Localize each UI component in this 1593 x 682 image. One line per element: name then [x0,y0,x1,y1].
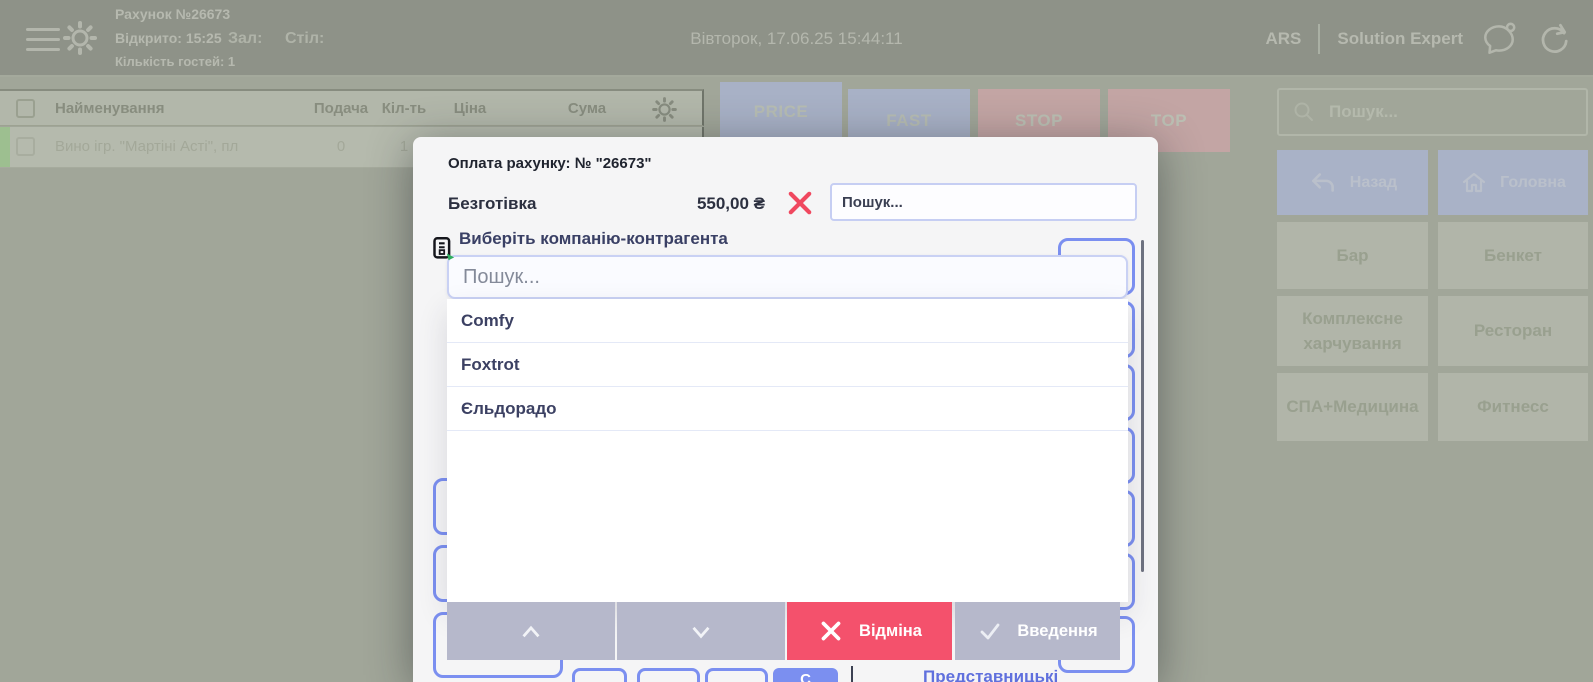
numpad-clear-key[interactable]: С [773,668,838,682]
remove-payment-icon[interactable] [785,188,815,218]
payment-amount: 550,00 ₴ [696,194,765,213]
scroll-up-button[interactable] [447,602,615,660]
cancel-button[interactable]: Відміна [787,602,952,660]
home-label: Головна [1500,173,1566,191]
col-name: Найменування [55,100,165,117]
item-qty: 1 [399,138,409,155]
category-complex-meals[interactable]: Комплексне харчування [1277,296,1428,366]
modal-scrollbar[interactable] [1141,240,1144,572]
order-table-header: Найменування Подача Кіл-ть Ціна Сума [0,89,704,126]
settings-gear-icon[interactable] [60,18,100,58]
datetime: Вівторок, 17.06.25 15:44:11 [690,29,903,48]
dropdown-search-input[interactable] [447,255,1128,299]
home-button[interactable]: Головна [1438,150,1588,215]
close-icon [821,621,841,641]
modal-title: Оплата рахунку: № "26673" [448,155,652,172]
modal-search-input[interactable] [830,183,1137,221]
sidebar-search[interactable] [1277,88,1588,136]
select-all-checkbox[interactable] [16,99,35,118]
topbar: Рахунок №26673 Відкрито: 15:25 Кількість… [0,0,1593,77]
payment-method-label: Безготівка [448,194,537,213]
opened-time: Відкрито: 15:25 [115,30,222,46]
hidden-numpad-key [705,668,768,682]
contractor-dropdown: Comfy Foxtrot Єльдорадо [447,255,1128,602]
guest-count: Кількість гостей: 1 [115,54,236,69]
refresh-icon[interactable] [1535,21,1571,57]
dropdown-label: Виберіть компанію-контрагента [459,229,728,248]
hall-label: Зал: [228,30,263,47]
col-qty: Кіл-ть [381,100,427,117]
home-icon [1460,170,1488,196]
row-status-bar [0,127,10,167]
category-spa-medicine[interactable]: СПА+Медицина [1277,373,1428,441]
search-icon [1293,101,1315,123]
brand-solution-expert: Solution Expert [1337,28,1463,48]
cancel-label: Відміна [859,621,922,640]
dropdown-option-foxtrot[interactable]: Foxtrot [447,343,1128,387]
terminal-cursor-icon [430,236,457,263]
category-banquet[interactable]: Бенкет [1438,222,1588,289]
account-number: Рахунок №26673 [115,6,231,22]
col-price: Ціна [453,100,487,117]
payment-category-label: Представницькі [923,667,1059,682]
item-serve: 0 [336,138,346,155]
chevron-up-icon [522,625,540,638]
scroll-down-button[interactable] [617,602,785,660]
back-button[interactable]: Назад [1277,150,1428,215]
category-bar[interactable]: Бар [1277,222,1428,289]
dropdown-option-comfy[interactable]: Comfy [447,299,1128,343]
hidden-numpad-key [572,668,627,682]
col-sum: Сума [567,100,607,117]
menu-icon[interactable] [26,28,60,58]
brand-divider [1318,23,1321,54]
enter-label: Введення [1017,621,1098,640]
back-label: Назад [1349,173,1398,191]
back-arrow-icon [1308,169,1338,197]
payment-modal: Оплата рахунку: № "26673" Безготівка 550… [413,137,1158,682]
check-icon [980,623,1000,640]
chat-icon[interactable] [1480,21,1518,57]
item-name: Вино ігр. "Мартіні Асті", пл [55,138,239,155]
chevron-down-icon [692,626,710,639]
dropdown-option-eldorado[interactable]: Єльдорадо [447,387,1128,431]
enter-button[interactable]: Введення [955,602,1120,660]
category-restaurant[interactable]: Ресторан [1438,296,1588,366]
row-checkbox[interactable] [16,137,35,156]
brand-ars: ARS [1265,28,1302,48]
hidden-numpad-key [637,668,700,682]
table-label: Стіл: [285,30,325,47]
quick-button-price[interactable]: PRICE [720,82,842,142]
category-fitness[interactable]: Фитнесс [1438,373,1588,441]
sidebar-search-input[interactable] [1329,102,1549,122]
dropdown-list: Comfy Foxtrot Єльдорадо [447,299,1128,602]
col-serve: Подача [313,100,369,117]
table-settings-gear-icon[interactable] [650,95,679,124]
divider-line [851,666,853,682]
